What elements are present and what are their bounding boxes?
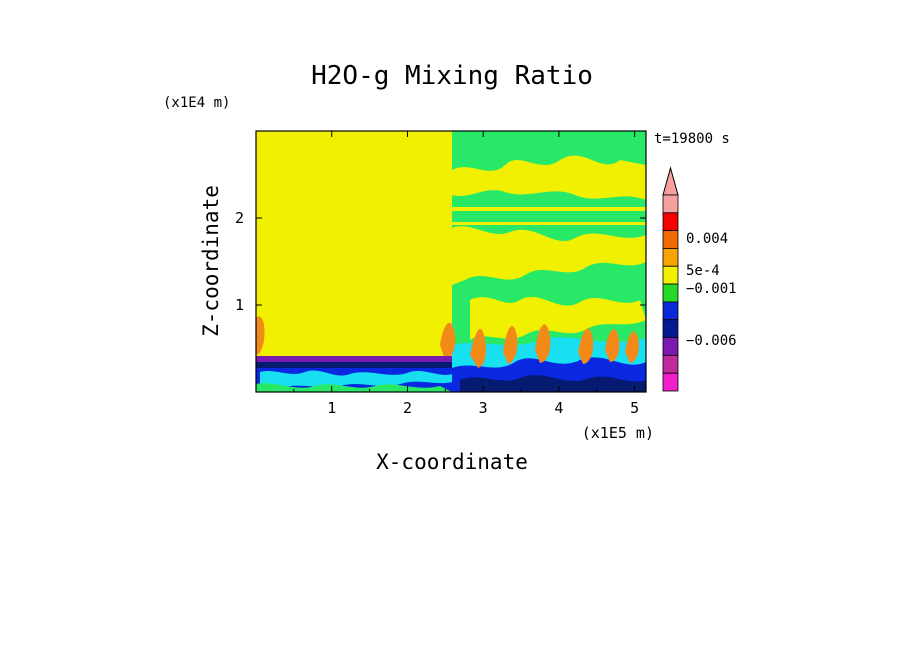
colorbar-swatch	[662, 301, 679, 321]
y-axis-label: Z-coordinate	[199, 185, 223, 337]
y-tick-label-2: 2	[235, 209, 244, 227]
colorbar-label: 5e-4	[686, 263, 720, 279]
colorbar-swatch	[662, 372, 679, 392]
x-tick-label-2: 2	[403, 399, 412, 417]
colorbar-max-arrow	[662, 166, 679, 196]
x-tick-label-3: 3	[479, 399, 488, 417]
colorbar-swatch	[662, 265, 679, 285]
colorbar-swatch	[662, 319, 679, 338]
x-axis-label: X-coordinate	[376, 450, 528, 474]
time-label: t=19800 s	[654, 131, 730, 147]
colorbar-swatch	[662, 337, 679, 356]
colorbar-swatch	[662, 230, 679, 249]
colorbar-label: −0.001	[686, 281, 737, 297]
x-tick-label-4: 4	[554, 399, 563, 417]
colorbar-swatch	[662, 283, 679, 303]
y-scale-label: (x1E4 m)	[163, 95, 230, 111]
x-axis: 1 2 3 4 5	[293, 131, 639, 417]
colorbar-swatch	[662, 354, 679, 374]
colorbar	[662, 166, 679, 392]
x-scale-label: (x1E5 m)	[582, 424, 654, 442]
right-region	[440, 131, 646, 392]
colorbar-label: −0.006	[686, 333, 737, 349]
colorbar-swatch	[662, 248, 679, 267]
contour-plot	[256, 131, 646, 392]
x-tick-label-1: 1	[327, 399, 336, 417]
left-region	[256, 316, 452, 392]
colorbar-labels: 0.004 5e-4 −0.001 −0.006	[686, 231, 737, 349]
colorbar-label: 0.004	[686, 231, 728, 247]
x-tick-label-5: 5	[630, 399, 639, 417]
y-tick-label-1: 1	[235, 296, 244, 314]
colorbar-swatch	[662, 194, 679, 214]
chart-title: H2O-g Mixing Ratio	[311, 61, 593, 91]
y-axis: 12	[235, 209, 646, 314]
plot-frame	[255, 130, 647, 393]
colorbar-swatch	[662, 212, 679, 232]
